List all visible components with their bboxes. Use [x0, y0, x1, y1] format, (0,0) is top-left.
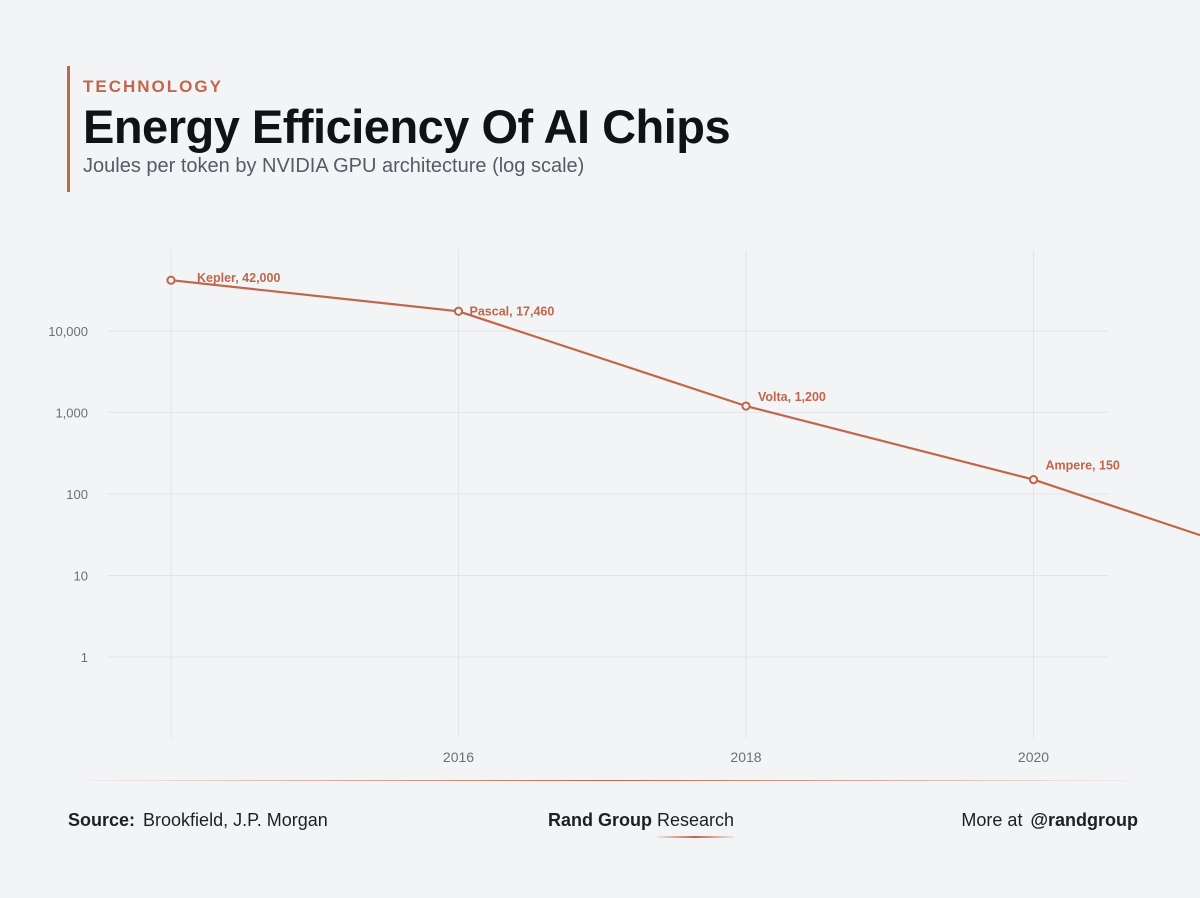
category-label: TECHNOLOGY: [83, 77, 223, 96]
data-point: [453, 306, 464, 316]
y-tick-label: 1: [81, 650, 88, 665]
data-point: [741, 401, 751, 411]
axis-ticks: 1101001,00010,00020162018202020222024202…: [48, 324, 1049, 765]
more-link[interactable]: More at @randgroup: [961, 810, 1138, 831]
data-label: Volta, 1,200: [758, 390, 826, 404]
data-point: [1028, 475, 1039, 485]
data-points: [166, 275, 1039, 485]
more-label: More at: [961, 810, 1023, 830]
data-label: Pascal, 17,460: [470, 304, 555, 318]
grid: [108, 250, 1108, 738]
source-value: Brookfield, J.P. Morgan: [143, 810, 328, 830]
data-label: Ampere, 150: [1046, 459, 1120, 473]
series-line-actual: [170, 279, 1200, 537]
x-tick-label: 2016: [443, 749, 474, 765]
header: TECHNOLOGY Energy Efficiency Of AI Chips…: [67, 66, 967, 192]
data-label: Kepler, 42,000: [197, 271, 280, 285]
brand-name: Rand Group: [548, 810, 652, 830]
footer-divider: [86, 780, 1128, 781]
brand: Rand Group Research: [548, 810, 735, 838]
chart-title: Energy Efficiency Of AI Chips: [83, 100, 731, 153]
y-tick-label: 10: [74, 569, 88, 584]
y-tick-label: 1,000: [55, 406, 88, 421]
x-tick-label: 2020: [1018, 749, 1049, 765]
chart-subtitle: Joules per token by NVIDIA GPU architect…: [83, 155, 585, 177]
source-label: Source:: [68, 810, 136, 830]
data-point: [166, 275, 176, 285]
source-note: Source: Brookfield, J.P. Morgan: [68, 810, 328, 831]
x-tick-label: 2018: [730, 749, 761, 765]
brand-underline: [657, 836, 735, 838]
y-tick-label: 100: [66, 487, 88, 502]
brand-suffix: Research: [657, 810, 735, 830]
y-tick-label: 10,000: [48, 324, 88, 339]
series-lines: [170, 279, 1200, 537]
data-labels: Kepler, 42,000 Pascal, 17,460 Volta, 1,200…: [197, 271, 1120, 473]
handle-link[interactable]: @randgroup: [1030, 810, 1138, 830]
